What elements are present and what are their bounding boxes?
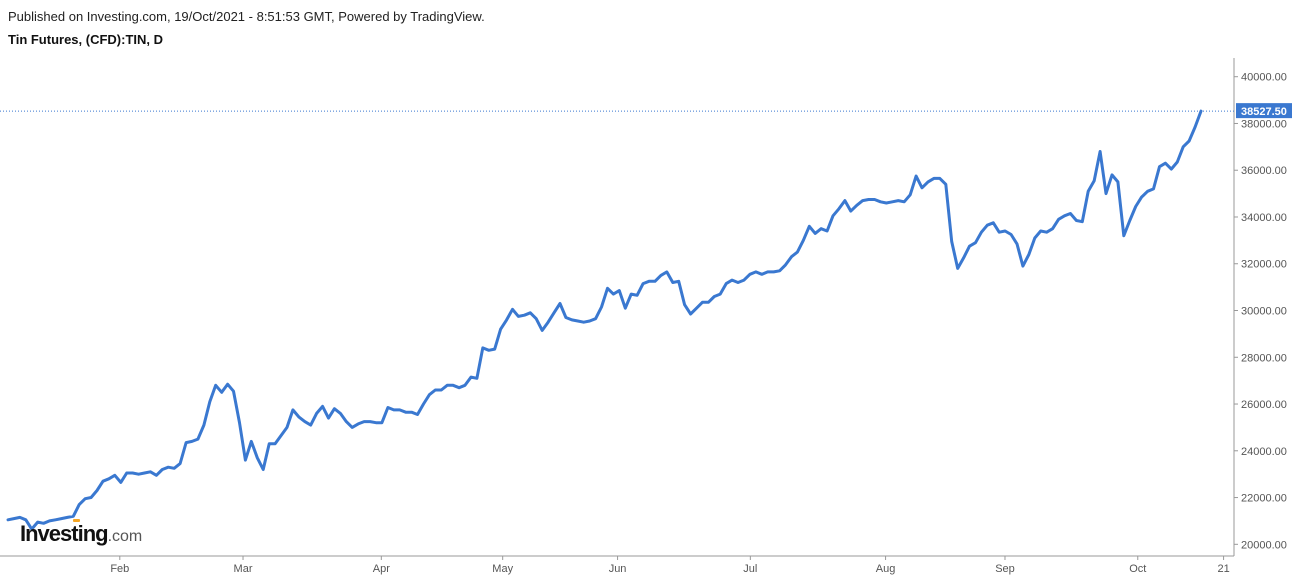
- logo-accent-mark: [73, 519, 80, 522]
- x-tick-label: Apr: [373, 563, 390, 575]
- y-tick-label: 34000.00: [1241, 212, 1287, 224]
- x-tick-label: 21: [1217, 563, 1229, 575]
- x-tick-label: Mar: [234, 563, 253, 575]
- logo-suffix: .com: [107, 528, 143, 545]
- y-tick-label: 28000.00: [1241, 352, 1287, 364]
- x-tick-label: Sep: [995, 563, 1015, 575]
- x-axis-ticks: Feb Mar Apr May Jun Jul Aug Sep Oct 21: [110, 556, 1230, 575]
- x-tick-label: Jul: [743, 563, 757, 575]
- y-tick-label: 24000.00: [1241, 446, 1287, 458]
- published-note: Published on Investing.com, 19/Oct/2021 …: [8, 9, 485, 24]
- x-tick-label: Aug: [876, 563, 896, 575]
- y-tick-label: 26000.00: [1241, 399, 1287, 411]
- y-axis-ticks: 20000.00 22000.00 24000.00 26000.00 28000.00…: [1234, 72, 1287, 551]
- y-tick-label: 38000.00: [1241, 118, 1287, 130]
- x-tick-label: Oct: [1129, 563, 1146, 575]
- last-price-badge-bg: [1236, 103, 1292, 119]
- y-tick-label: 36000.00: [1241, 165, 1287, 177]
- y-tick-label: 30000.00: [1241, 306, 1287, 318]
- y-tick-label: 32000.00: [1241, 259, 1287, 271]
- price-series-line: [6, 109, 1203, 531]
- y-tick-label: 40000.00: [1241, 72, 1287, 84]
- y-tick-label: 22000.00: [1241, 493, 1287, 505]
- last-price-badge: 38527.50: [1236, 103, 1292, 119]
- chart-axes: [0, 58, 1235, 557]
- logo-text: Investing: [20, 521, 109, 546]
- x-tick-label: Jun: [609, 563, 627, 575]
- chart-header: Published on Investing.com, 19/Oct/2021 …: [8, 8, 485, 49]
- investing-logo: Investing.com: [20, 519, 143, 547]
- y-tick-label: 20000.00: [1241, 539, 1287, 551]
- x-tick-label: Feb: [110, 563, 129, 575]
- last-price-value: 38527.50: [1241, 106, 1287, 118]
- x-tick-label: May: [492, 563, 513, 575]
- chart-title: Tin Futures, (CFD):TIN, D: [8, 32, 164, 47]
